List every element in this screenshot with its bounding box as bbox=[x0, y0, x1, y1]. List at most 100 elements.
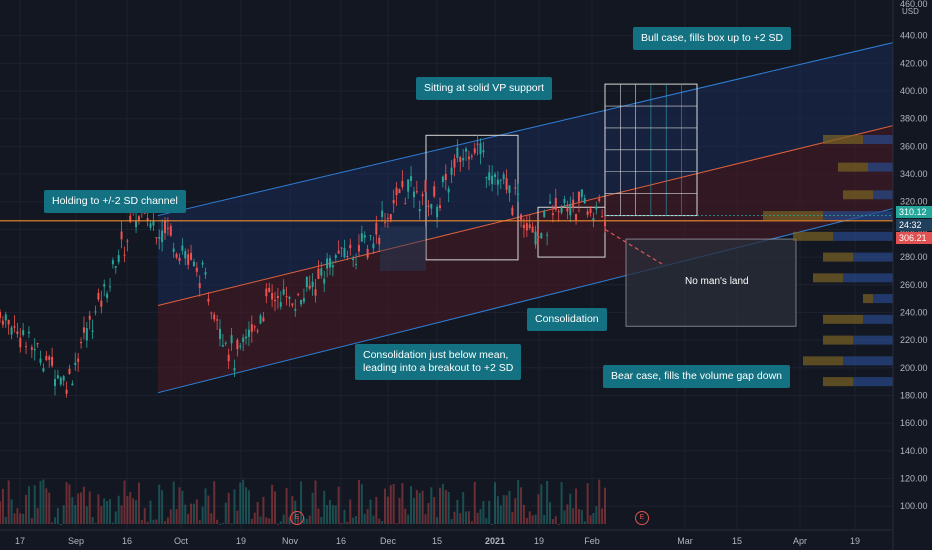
candle-body bbox=[505, 178, 508, 190]
candle-body bbox=[117, 255, 120, 263]
earnings-marker-2[interactable]: E bbox=[635, 511, 649, 525]
candle-body bbox=[129, 215, 132, 222]
candle-body bbox=[343, 248, 346, 258]
candle-body bbox=[604, 221, 606, 227]
candle-body bbox=[262, 317, 265, 322]
volume-bar bbox=[268, 518, 271, 524]
candle-body bbox=[82, 327, 85, 333]
candle-body bbox=[551, 213, 554, 215]
candle-body bbox=[424, 180, 427, 193]
candle-body bbox=[51, 356, 54, 366]
y-tick-label: 220.00 bbox=[900, 335, 928, 345]
candle-body bbox=[540, 233, 543, 239]
candle-body bbox=[340, 247, 343, 249]
volume-bar bbox=[546, 480, 549, 524]
volume-bar bbox=[465, 511, 468, 524]
volume-bar bbox=[201, 506, 204, 524]
volume-bar bbox=[88, 491, 91, 524]
volume-bar bbox=[499, 505, 502, 524]
volume-bar bbox=[384, 488, 386, 524]
candle-body bbox=[276, 295, 279, 299]
candle-body bbox=[221, 345, 224, 347]
volume-bar bbox=[337, 486, 340, 524]
volume-bar bbox=[77, 493, 80, 524]
volume-bar bbox=[132, 498, 135, 524]
candle-body bbox=[62, 376, 65, 381]
volume-bar bbox=[227, 492, 230, 524]
candle-body bbox=[4, 314, 7, 321]
candle-body bbox=[305, 276, 308, 288]
candle-body bbox=[360, 233, 363, 242]
volume-bar bbox=[404, 508, 407, 524]
candle-body bbox=[499, 179, 502, 181]
candle-body bbox=[444, 173, 447, 181]
volume-bar bbox=[39, 480, 42, 524]
volume-bar bbox=[285, 487, 288, 524]
candle-body bbox=[357, 245, 360, 252]
volume-bar bbox=[245, 487, 248, 524]
candle-body bbox=[169, 225, 172, 236]
volume-bar bbox=[569, 493, 572, 524]
last-price-tag: 310.12 bbox=[896, 206, 932, 218]
candlesticks bbox=[0, 134, 606, 398]
candle-body bbox=[227, 354, 230, 362]
volume-bar bbox=[65, 482, 68, 524]
candle-body bbox=[25, 346, 28, 348]
volume-bar bbox=[473, 481, 476, 524]
candle-body bbox=[45, 356, 48, 360]
volume-bar bbox=[389, 485, 392, 524]
candle-body bbox=[476, 143, 479, 145]
volume-bar bbox=[598, 479, 601, 524]
candle-body bbox=[595, 206, 598, 210]
volume-bar bbox=[343, 509, 346, 524]
volume-bar bbox=[566, 504, 569, 524]
volume-bar bbox=[164, 521, 166, 524]
consolidation-box bbox=[380, 226, 426, 271]
volume-bar bbox=[178, 487, 181, 524]
volume-bar bbox=[236, 510, 239, 524]
volume-bar bbox=[282, 514, 285, 524]
volume-bar bbox=[531, 515, 534, 524]
volume-bar bbox=[386, 496, 389, 524]
candle-body bbox=[59, 377, 62, 385]
candle-body bbox=[372, 243, 375, 249]
volume-bar bbox=[233, 489, 236, 524]
y-tick-label: 160.00 bbox=[900, 418, 928, 428]
candle-body bbox=[363, 235, 366, 238]
y-tick-label: 120.00 bbox=[900, 473, 928, 483]
level-tag: 306.21 bbox=[896, 232, 932, 244]
volume-bar bbox=[247, 490, 250, 524]
volume-bar bbox=[502, 495, 505, 524]
candle-body bbox=[198, 283, 201, 289]
vp-bar-down bbox=[823, 377, 853, 387]
candle-body bbox=[245, 336, 248, 339]
volume-bar bbox=[450, 519, 453, 524]
candle-body bbox=[155, 237, 158, 239]
annotation-no-mans-land: No man's land bbox=[685, 276, 749, 287]
volume-bar bbox=[279, 521, 282, 524]
price-axis-bg bbox=[893, 0, 932, 550]
volume-bar bbox=[520, 487, 523, 524]
volume-bar bbox=[120, 505, 123, 524]
candle-body bbox=[308, 285, 311, 289]
earnings-marker-1[interactable]: E bbox=[290, 511, 304, 525]
volume-bar bbox=[253, 512, 256, 524]
volume-bar bbox=[496, 496, 499, 524]
volume-bar bbox=[392, 483, 395, 524]
candle-body bbox=[204, 272, 207, 275]
candle-body bbox=[10, 327, 13, 335]
volume-bar bbox=[181, 490, 184, 524]
volume-bar bbox=[276, 523, 279, 525]
candle-body bbox=[285, 296, 288, 298]
volume-bar bbox=[357, 479, 360, 524]
volume-bar bbox=[97, 494, 100, 524]
volume-bar bbox=[114, 511, 117, 524]
candle-body bbox=[577, 191, 580, 202]
volume-bar bbox=[265, 517, 268, 524]
vp-bar-up bbox=[853, 335, 893, 345]
annotation-bull-case: Bull case, fills box up to +2 SD bbox=[633, 27, 792, 50]
candle-body bbox=[560, 207, 563, 213]
currency-label: USD bbox=[902, 7, 919, 16]
